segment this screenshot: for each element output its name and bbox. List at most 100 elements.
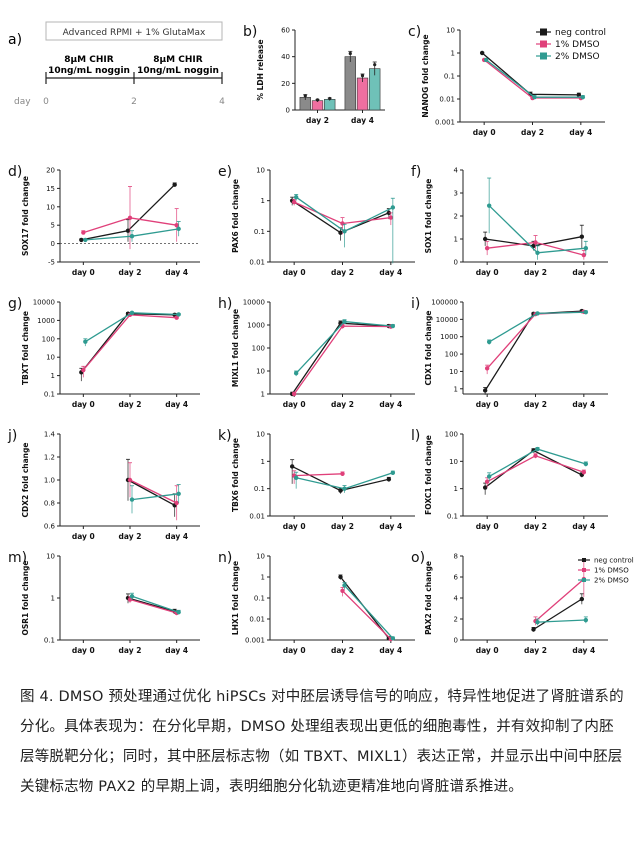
x-tick-label-d-2: day 4 [165, 268, 188, 277]
series-line-n-1 [342, 590, 392, 640]
point-l-1-1 [533, 453, 538, 458]
legend-small-swatch-0 [582, 558, 586, 562]
figure-caption: 图 4. DMSO 预处理通过优化 hiPSCs 对中胚层诱导信号的响应，特异性… [20, 689, 624, 795]
point-e-2-0 [293, 194, 299, 200]
x-tick-label-m-0: day 0 [72, 646, 95, 655]
y-tick-label-c-2: 0.1 [444, 73, 455, 81]
y-tick-label-j-3: 1.2 [44, 454, 55, 462]
y-tick-label-f-3: 3 [454, 190, 458, 198]
y-tick-label-e-2: 1 [261, 197, 265, 205]
y-tick-label-c-3: 1 [451, 50, 455, 58]
y-tick-label-b-1: 20 [281, 80, 290, 88]
panel-label-b: b) [243, 24, 257, 40]
point-e-1-2 [388, 215, 394, 220]
point-d-1-0 [81, 230, 86, 235]
bar-point-b-2-1 [373, 63, 377, 67]
point-d-0-2 [172, 182, 177, 187]
x-tick-label-n-2: day 4 [379, 646, 402, 655]
panel-label-n: n) [218, 550, 232, 566]
x-tick-label-j-1: day 2 [119, 532, 142, 541]
point-k-0-1 [338, 488, 343, 493]
series-line-j-2 [131, 493, 179, 501]
panel-label-h: h) [218, 296, 232, 312]
y-tick-label-k-1: 0.1 [254, 485, 265, 493]
legend-small-label-0: neg control [594, 557, 634, 565]
point-o-0-2 [579, 596, 585, 602]
y-tick-label-m-1: 1 [51, 595, 55, 603]
y-axis-label-c: NANOG fold change [421, 34, 430, 117]
series-line-i-1 [486, 311, 584, 369]
point-n-0-1 [338, 574, 343, 580]
point-i-2-1 [535, 311, 540, 316]
x-tick-label-j-0: day 0 [72, 532, 95, 541]
x-tick-label-j-2: day 4 [165, 532, 188, 541]
y-tick-label-o-4: 8 [454, 553, 458, 561]
panel-label-g: g) [8, 296, 22, 312]
y-tick-label-d-1: 0 [51, 240, 55, 248]
series-line-o-1 [535, 578, 585, 622]
y-tick-label-l-1: 1 [454, 485, 458, 493]
y-tick-label-n-1: 0.01 [249, 616, 265, 624]
point-m-1-1 [127, 597, 133, 602]
point-o-2-1 [535, 619, 540, 625]
x-tick-label-k-2: day 4 [379, 522, 402, 531]
y-tick-label-d-2: 5 [51, 222, 55, 230]
x-tick-label-h-2: day 4 [379, 400, 402, 409]
y-tick-label-e-0: 0.01 [249, 259, 265, 267]
y-tick-label-o-2: 4 [454, 595, 459, 603]
y-tick-label-i-1: 10 [449, 368, 458, 376]
point-n-2-2 [390, 636, 396, 641]
y-axis-label-g: TBXT fold change [21, 311, 30, 385]
panel-label-o: o) [411, 550, 425, 566]
y-tick-label-h-2: 100 [252, 345, 265, 353]
x-tick-label-c-2: day 4 [569, 128, 592, 137]
day-label: day [14, 97, 31, 107]
point-c-0-0 [479, 50, 485, 56]
series-line-o-2 [537, 619, 586, 623]
chart-c: c)NANOG fold change 0.001 0.01 0.1 1 10 day 0 d… [408, 24, 605, 137]
bar-b-2-0 [324, 99, 336, 111]
legend-small-swatch-1 [582, 568, 586, 572]
y-axis-label-b: % LDH release [256, 39, 265, 100]
y-tick-label-e-3: 10 [256, 167, 265, 175]
chart-n: n)LHX1 fold change 0.001 0.01 0.1 1 10 day 0 da… [218, 550, 415, 655]
point-c-2-2 [580, 94, 586, 100]
point-f-0-2 [579, 234, 585, 239]
y-tick-label-b-2: 40 [281, 53, 290, 61]
point-l-2-1 [535, 446, 540, 452]
y-axis-label-d: SOX17 fold change [21, 176, 30, 256]
panel-a-label: a) [8, 32, 22, 48]
chart-m: m)OSR1 fold change 0.1 1 10 day 0 day 2 day 4 [8, 550, 200, 655]
series-line-i-2 [488, 311, 586, 343]
panel-label-f: f) [411, 164, 421, 180]
y-tick-label-g-2: 10 [46, 354, 55, 362]
point-f-1-2 [581, 252, 587, 258]
y-tick-label-o-3: 6 [454, 574, 459, 582]
x-tick-label-i-0: day 0 [476, 400, 499, 409]
point-i-2-0 [486, 339, 492, 345]
x-tick-label-g-0: day 0 [72, 400, 95, 409]
series-line-c-2 [485, 59, 583, 98]
y-tick-label-h-4: 10000 [243, 299, 265, 307]
medium-box [45, 21, 223, 41]
y-axis-label-l: FOXC1 fold change [424, 435, 433, 515]
legend-main: neg control 1% DMSO 2% DMSO [536, 28, 606, 62]
y-tick-label-i-3: 1000 [440, 333, 458, 341]
y-tick-label-h-0: 1 [261, 391, 265, 399]
point-f-2-1 [535, 250, 540, 255]
x-tick-label-i-2: day 4 [572, 400, 595, 409]
point-g-1-0 [81, 367, 86, 373]
chart-e: e)PAX6 fold change 0.01 0.1 1 10 day 0 day 2 da… [218, 164, 415, 277]
point-n-2-1 [342, 583, 347, 588]
y-tick-label-f-2: 2 [454, 213, 458, 221]
x-tick-label-o-0: day 0 [476, 646, 499, 655]
x-tick-label-e-1: day 2 [331, 268, 354, 277]
point-n-1-1 [340, 588, 345, 594]
y-axis-label-o: PAX2 fold change [424, 561, 433, 635]
chart-f: f)SOX1 fold change 0 1 2 3 4 day 0 day 2 day 4 [411, 164, 608, 277]
legend-small: neg control 1% DMSO 2% DMSO [578, 557, 634, 585]
bar-point-b-0-1 [348, 51, 352, 56]
point-e-1-0 [291, 199, 297, 205]
step2-line1: 8μM CHIR [153, 55, 202, 65]
series-line-g-0 [80, 313, 175, 373]
